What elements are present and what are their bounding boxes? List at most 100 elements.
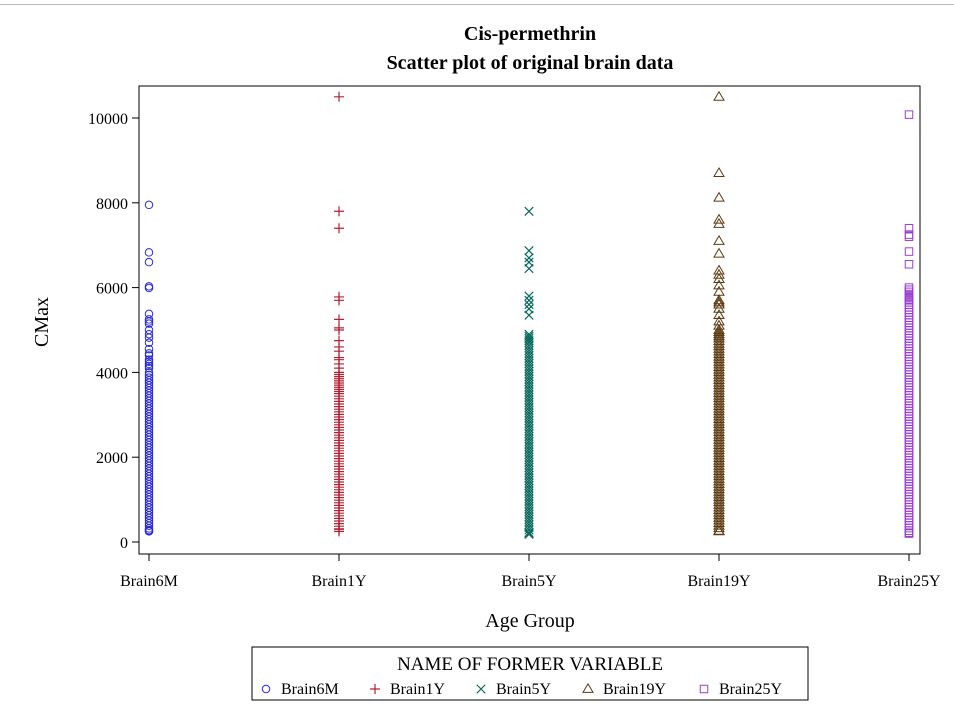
data-point bbox=[524, 246, 534, 256]
y-tick-label: 0 bbox=[120, 535, 128, 552]
data-point-dense bbox=[904, 380, 914, 390]
data-point-dense bbox=[904, 458, 914, 468]
data-point-dense bbox=[904, 484, 914, 494]
data-point-dense bbox=[904, 347, 914, 356]
data-point-dense bbox=[904, 326, 914, 335]
data-point-dense bbox=[904, 310, 914, 320]
data-point-dense bbox=[904, 331, 914, 341]
data-point-dense bbox=[904, 448, 914, 458]
data-point-dense bbox=[904, 417, 914, 426]
legend-title: NAME OF FORMER VARIABLE bbox=[397, 654, 663, 675]
data-point-dense bbox=[904, 490, 914, 499]
data-point-dense bbox=[904, 357, 914, 367]
data-point-dense bbox=[904, 414, 914, 424]
data-point-dense bbox=[904, 456, 914, 465]
data-point bbox=[713, 279, 725, 290]
data-point-dense bbox=[904, 396, 914, 406]
data-point-dense bbox=[904, 497, 914, 507]
data-point-dense bbox=[904, 474, 914, 484]
data-point bbox=[144, 357, 154, 367]
data-point-dense bbox=[904, 341, 914, 351]
data-point bbox=[524, 335, 534, 346]
data-point bbox=[713, 268, 725, 279]
data-point-dense bbox=[904, 513, 914, 523]
data-point-dense bbox=[904, 391, 914, 400]
y-tick-label: 2000 bbox=[96, 450, 128, 467]
data-point bbox=[334, 206, 344, 217]
data-point bbox=[904, 247, 914, 256]
data-point-dense bbox=[904, 466, 914, 476]
data-point bbox=[713, 323, 725, 334]
data-point bbox=[904, 529, 914, 538]
data-point-dense bbox=[713, 522, 725, 533]
data-point bbox=[524, 299, 534, 310]
series-Brain6M bbox=[144, 200, 154, 536]
data-point bbox=[904, 110, 914, 119]
data-point bbox=[144, 361, 154, 371]
data-point bbox=[144, 338, 154, 347]
data-point-dense bbox=[904, 354, 914, 364]
data-point bbox=[524, 291, 534, 301]
data-point-dense bbox=[904, 323, 914, 333]
data-point bbox=[144, 363, 154, 373]
data-point-dense bbox=[904, 313, 914, 322]
x-tick-label: Brain6M bbox=[120, 573, 178, 590]
chart-subtitle: Scatter plot of original brain data bbox=[387, 52, 674, 74]
x-tick-label: Brain1Y bbox=[311, 573, 367, 590]
data-point bbox=[524, 263, 534, 274]
data-point bbox=[524, 310, 534, 320]
x-tick-label: Brain5Y bbox=[501, 573, 557, 590]
x-tick-label: Brain25Y bbox=[877, 573, 941, 590]
data-point-dense bbox=[904, 388, 914, 398]
legend-marker bbox=[699, 684, 709, 694]
data-point-dense bbox=[904, 378, 914, 387]
data-point bbox=[144, 333, 154, 342]
data-point bbox=[713, 302, 725, 313]
legend-marker bbox=[582, 682, 594, 693]
data-point-dense bbox=[904, 464, 914, 473]
y-tick-label: 4000 bbox=[96, 365, 128, 382]
data-point bbox=[144, 527, 154, 536]
data-point-dense bbox=[904, 510, 914, 520]
data-point-dense bbox=[904, 523, 914, 533]
data-point bbox=[713, 298, 725, 309]
data-point bbox=[524, 333, 534, 344]
data-point bbox=[524, 253, 534, 263]
data-point-dense bbox=[904, 445, 914, 455]
legend-label: Brain19Y bbox=[603, 681, 667, 698]
data-point bbox=[144, 257, 154, 267]
data-point bbox=[144, 351, 154, 360]
data-point-dense bbox=[904, 518, 914, 528]
data-point-dense bbox=[904, 315, 914, 325]
data-point-dense bbox=[904, 318, 914, 328]
data-point-dense bbox=[904, 453, 914, 463]
y-tick-label: 10000 bbox=[88, 111, 128, 128]
data-point bbox=[334, 325, 344, 335]
data-point-dense bbox=[904, 393, 914, 403]
data-point-dense bbox=[904, 362, 914, 372]
data-point-dense bbox=[904, 425, 914, 434]
data-point bbox=[713, 213, 725, 224]
legend-item-Brain5Y: Brain5Y bbox=[476, 681, 552, 698]
data-point-dense bbox=[904, 365, 914, 374]
data-point-dense bbox=[904, 461, 914, 471]
legend-item-Brain25Y: Brain25Y bbox=[699, 681, 783, 698]
data-point-dense bbox=[904, 526, 914, 536]
data-point bbox=[904, 232, 914, 241]
data-point-dense bbox=[904, 352, 914, 361]
data-point-dense bbox=[904, 482, 914, 491]
data-point bbox=[713, 90, 725, 101]
data-point bbox=[334, 386, 344, 397]
data-point bbox=[144, 317, 154, 326]
data-point-dense bbox=[904, 360, 914, 369]
data-point-dense bbox=[904, 370, 914, 380]
data-point-dense bbox=[524, 527, 534, 538]
data-point-dense bbox=[904, 336, 914, 346]
data-point-dense bbox=[904, 406, 914, 416]
data-point bbox=[144, 248, 154, 257]
data-point bbox=[713, 191, 725, 202]
legend-marker bbox=[261, 684, 271, 694]
data-point-dense bbox=[524, 525, 534, 535]
data-point-dense bbox=[904, 508, 914, 517]
